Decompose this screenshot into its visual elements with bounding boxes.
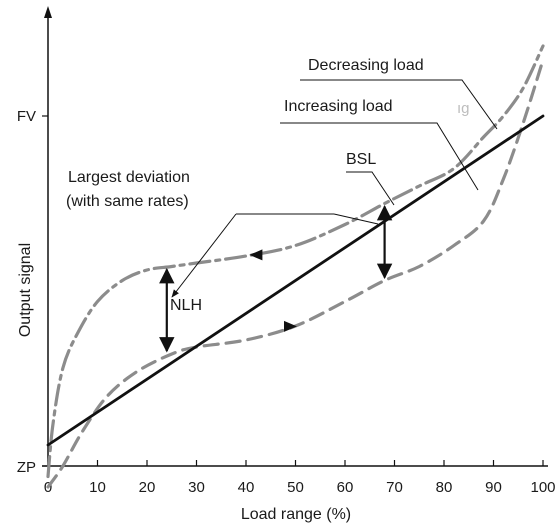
x-tick-label-20: 20	[139, 479, 156, 496]
series-decreasing-load	[46, 44, 545, 479]
direction-arrow-decreasing-load	[249, 249, 263, 261]
series-layer	[46, 44, 545, 489]
x-tick-label-80: 80	[436, 479, 453, 496]
deviation-layer	[159, 204, 393, 353]
x-tick-label-60: 60	[337, 479, 354, 496]
leader-deviation-to-nlh	[171, 213, 237, 298]
leader-deviation-to-right	[333, 213, 379, 225]
label-partial-g: ıg	[457, 100, 470, 117]
label-bsl: BSL	[346, 151, 376, 168]
x-tick-label-10: 10	[89, 479, 106, 496]
y-axis-label: Output signal	[17, 243, 34, 337]
axes: 0 10 20 30 40 50 60 70 80 90 100	[42, 6, 556, 496]
annotations: FV ZP Output signal Load range (%) Decre…	[17, 57, 498, 523]
label-with-same-rates: (with same rates)	[66, 193, 189, 210]
x-tick-label-100: 100	[530, 479, 555, 496]
y-tick-label-zp: ZP	[17, 459, 36, 476]
y-tick-label-fv: FV	[17, 108, 36, 125]
label-increasing-load: Increasing load	[284, 98, 393, 115]
leader-increasing-load	[280, 122, 479, 191]
series-increasing-load	[46, 58, 545, 489]
leader-bsl	[346, 171, 395, 206]
leader-decreasing-load	[300, 79, 498, 130]
x-tick-label-70: 70	[386, 479, 403, 496]
label-nlh: NLH	[170, 297, 202, 314]
x-tick-label-30: 30	[188, 479, 205, 496]
y-axis-arrow	[44, 6, 52, 18]
x-tick-label-50: 50	[287, 479, 304, 496]
x-tick-label-40: 40	[238, 479, 255, 496]
x-tick-label-90: 90	[485, 479, 502, 496]
x-axis-label: Load range (%)	[241, 506, 351, 523]
direction-arrow-increasing-load	[284, 320, 297, 332]
label-largest-deviation: Largest deviation	[68, 169, 190, 186]
label-decreasing-load: Decreasing load	[308, 57, 424, 74]
series-bsl	[46, 114, 545, 447]
